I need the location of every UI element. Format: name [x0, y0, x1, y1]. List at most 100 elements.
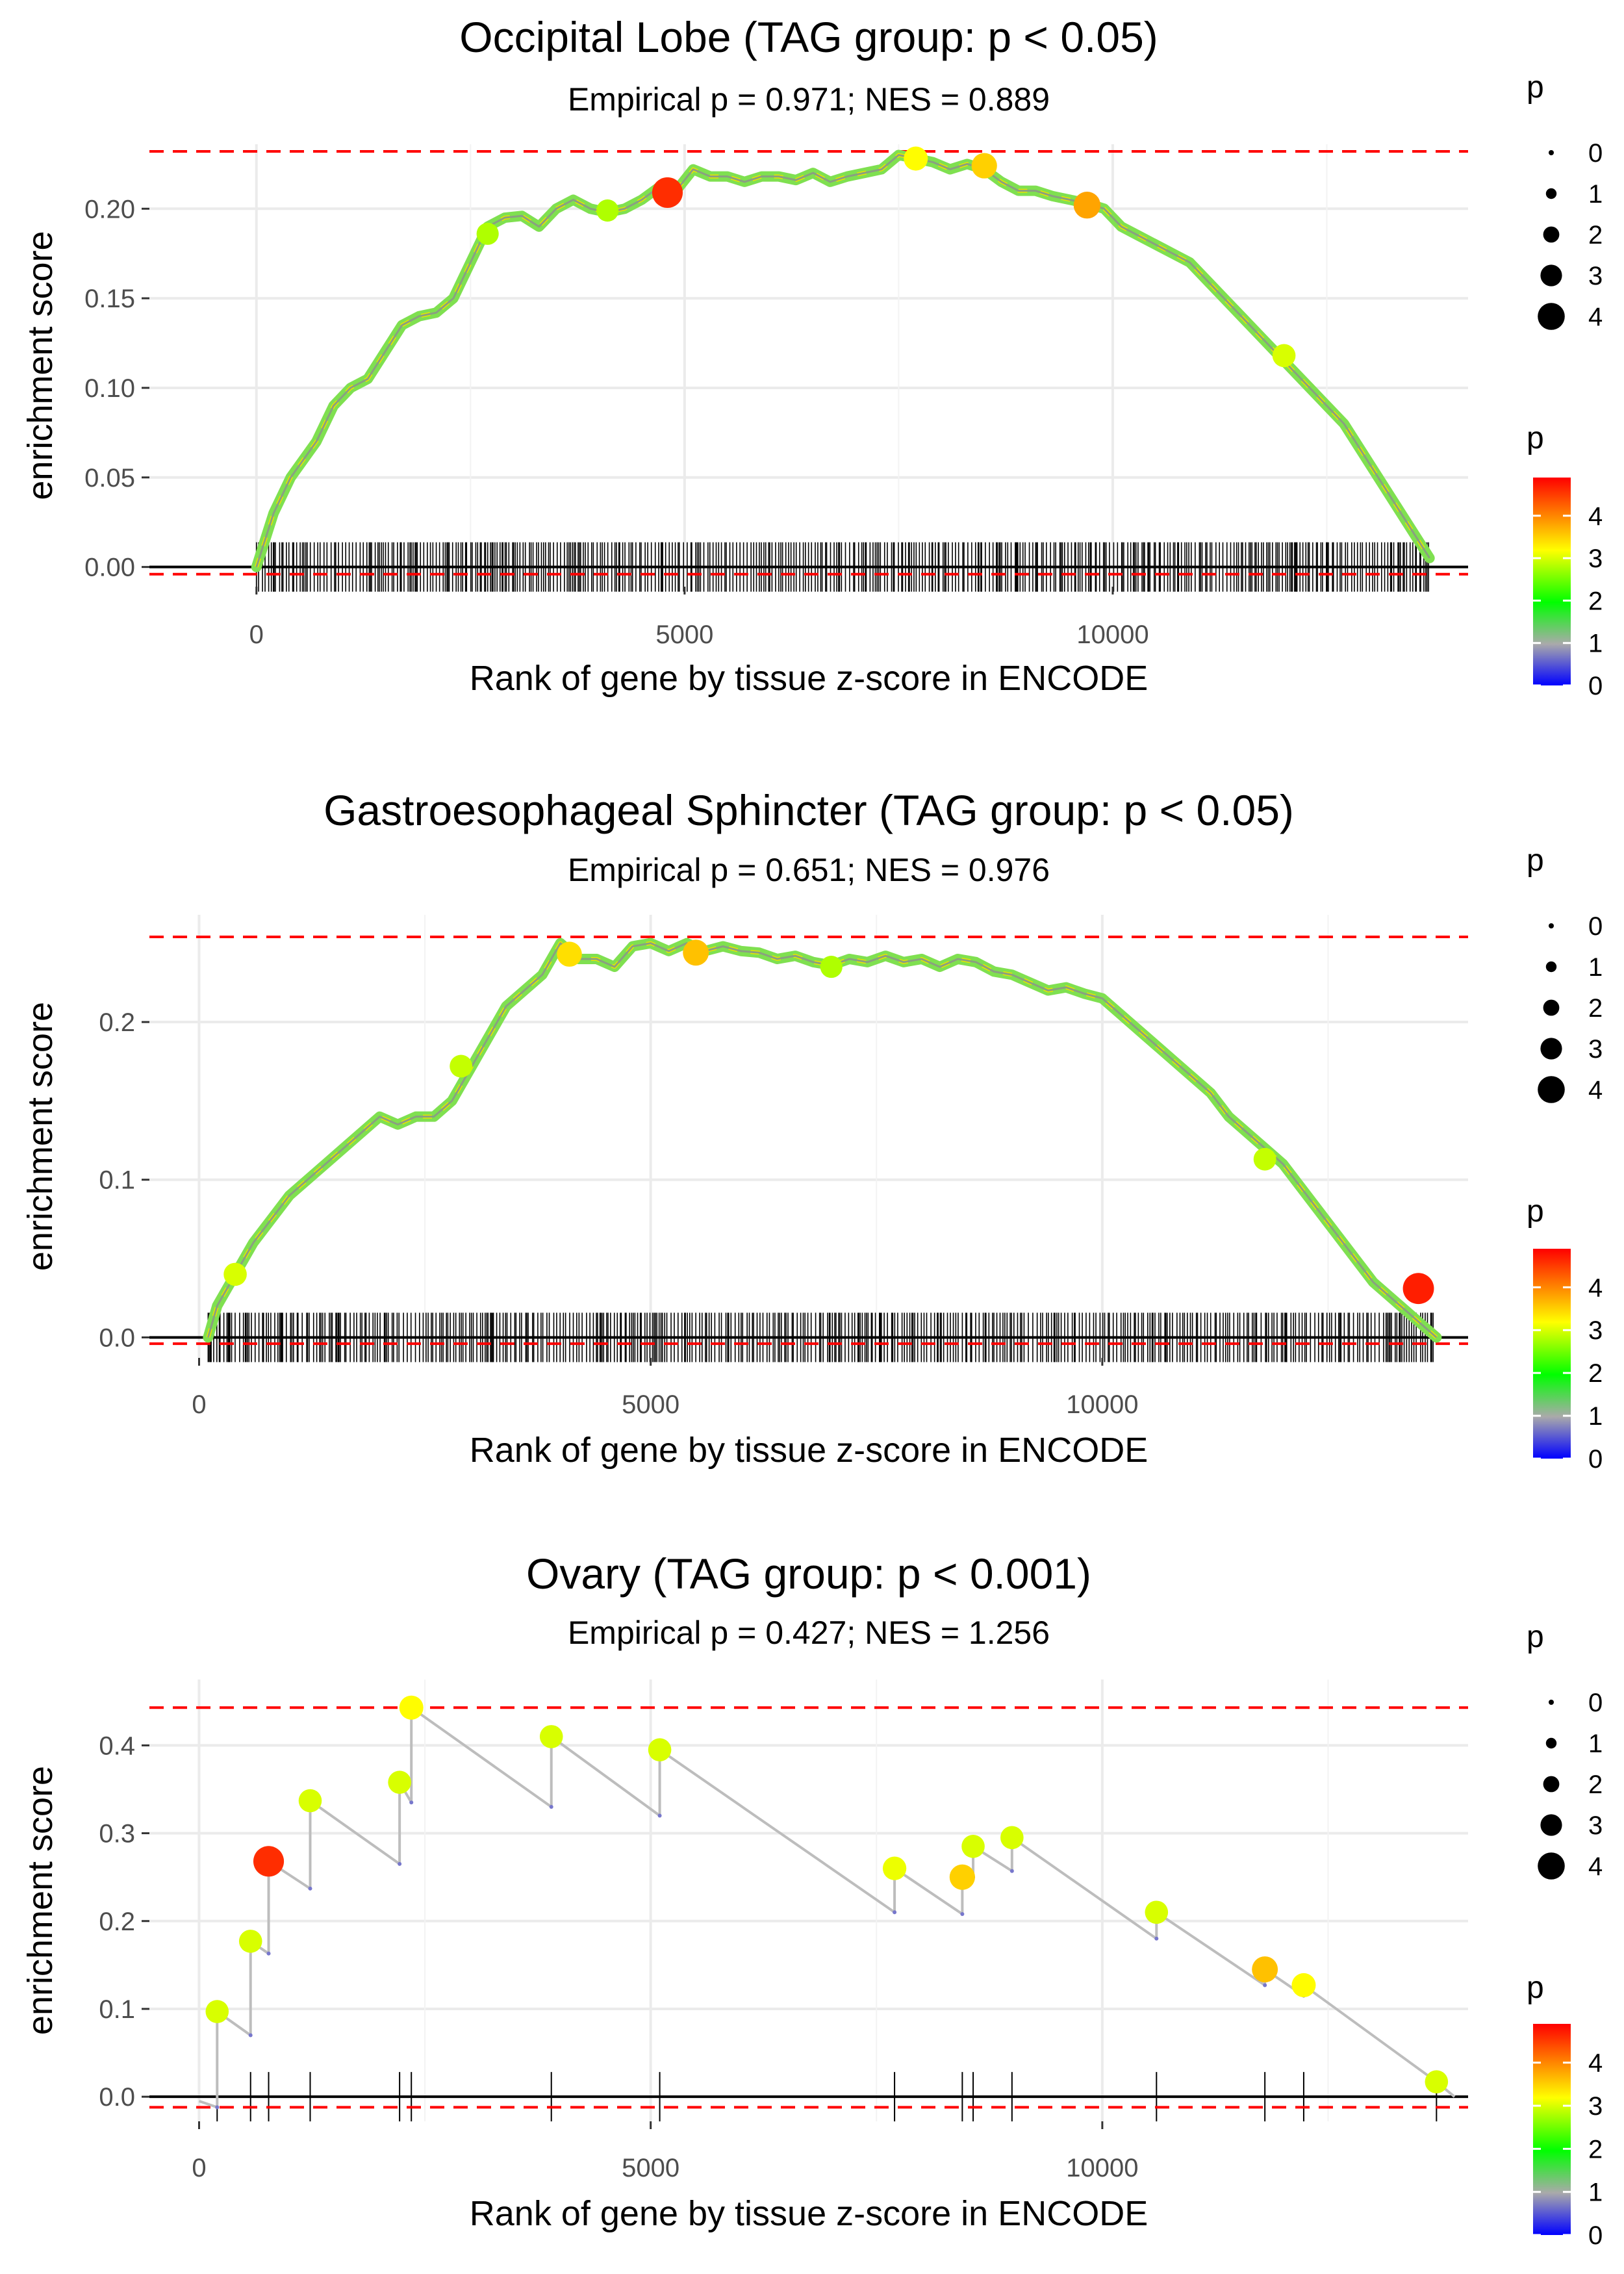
x-tick-label: 10000	[1066, 1390, 1138, 1419]
color-legend-label: 4	[1588, 1273, 1603, 1302]
p-point	[1272, 344, 1296, 368]
color-legend: p 4 3 2 1 0	[1527, 421, 1603, 700]
p-points	[476, 146, 1296, 368]
size-legend: p 0 1 2 3 4	[1527, 1620, 1603, 1881]
color-legend-label: 1	[1588, 2178, 1603, 2207]
p-point	[1000, 1826, 1024, 1850]
p-point	[961, 1835, 985, 1858]
color-legend-label: 1	[1588, 1402, 1603, 1431]
size-legend-dot	[1549, 923, 1554, 928]
size-legend-label: 1	[1588, 1730, 1603, 1758]
p-point	[223, 1262, 247, 1286]
y-tick-label: 0.1	[99, 1995, 135, 2024]
y-tick-label: 0.1	[99, 1166, 135, 1195]
size-legend-dot	[1543, 999, 1560, 1016]
color-legend-label: 2	[1588, 1359, 1603, 1388]
rug-marks	[207, 1312, 1434, 1362]
es-step-point	[398, 1861, 402, 1866]
color-legend-label: 3	[1588, 2092, 1603, 2121]
size-legend-dot	[1545, 188, 1557, 199]
color-legend-label: 2	[1588, 587, 1603, 615]
color-legend-label: 1	[1588, 630, 1603, 658]
color-legend: p 4 3 2 1 0	[1527, 1194, 1603, 1474]
y-tick-label: 0.20	[84, 195, 135, 224]
p-point	[1073, 192, 1101, 219]
p-point	[1252, 1956, 1278, 1983]
p-point	[557, 941, 582, 967]
size-legend-label: 2	[1588, 221, 1603, 249]
p-points	[205, 1695, 1449, 2093]
chart-panel-1: 0 5000 10000 0.00 0.05 0.10 0.15 0.20 Occipital …	[21, 13, 1603, 700]
x-tick-label: 5000	[655, 620, 713, 649]
size-legend-label: 1	[1588, 180, 1603, 209]
size-legend-dot	[1545, 961, 1557, 973]
rug-marks	[216, 2072, 1438, 2122]
es-step-point	[308, 1886, 312, 1891]
size-legend: p 0 1 2 3 4	[1527, 70, 1603, 331]
size-legend-dot	[1543, 1776, 1560, 1793]
size-legend-dot	[1538, 1076, 1565, 1103]
size-legend-label: 3	[1588, 262, 1603, 290]
color-legend-label: 0	[1588, 672, 1603, 700]
es-step-point	[1009, 1869, 1014, 1873]
size-legend-label: 4	[1588, 1076, 1603, 1105]
color-legend-label: 4	[1588, 2049, 1603, 2078]
size-legend-dot	[1540, 264, 1562, 287]
p-point	[882, 1856, 907, 1880]
size-legend-label: 2	[1588, 994, 1603, 1023]
p-point	[1145, 1900, 1169, 1924]
chart-panel-3: 0 5000 10000 0.0 0.1 0.2 0.3 0.4 Ovary (TAG grou…	[21, 1550, 1603, 2250]
x-tick-label: 5000	[622, 2154, 679, 2182]
chart-title: Ovary (TAG group: p < 0.001)	[526, 1550, 1091, 1598]
color-legend-label: 2	[1588, 2135, 1603, 2164]
p-point	[904, 146, 928, 171]
size-legend-label: 4	[1588, 303, 1603, 331]
size-legend-title: p	[1527, 843, 1544, 878]
es-curve-highlight	[254, 153, 1432, 568]
p-point	[476, 222, 499, 245]
color-legend-label: 3	[1588, 1316, 1603, 1345]
y-tick-label: 0.2	[99, 1008, 135, 1037]
es-curve	[255, 154, 1430, 568]
p-point	[253, 1846, 285, 1877]
gridlines	[149, 915, 1468, 1358]
p-point	[596, 199, 619, 222]
p-point	[298, 1789, 322, 1813]
y-axis-label: enrichment score	[21, 231, 60, 500]
x-tick-label: 0	[192, 2154, 206, 2182]
y-tick-label: 0.15	[84, 285, 135, 313]
size-legend-label: 0	[1588, 139, 1603, 168]
es-curve-halo	[203, 938, 1442, 1343]
es-step-point	[266, 1951, 271, 1956]
es-step-point	[657, 1813, 662, 1818]
es-step-point	[960, 1911, 965, 1916]
x-tick-label: 10000	[1076, 620, 1148, 649]
p-point	[388, 1770, 411, 1794]
size-legend-dot	[1543, 226, 1560, 243]
p-point	[971, 153, 997, 179]
y-tick-label: 0.00	[84, 554, 135, 582]
p-point	[648, 1738, 672, 1761]
color-legend-title: p	[1527, 421, 1544, 455]
color-bar	[1533, 478, 1571, 685]
size-legend-label: 2	[1588, 1770, 1603, 1799]
x-axis-label: Rank of gene by tissue z-score in ENCODE	[470, 659, 1148, 698]
x-tick-label: 5000	[622, 1390, 679, 1419]
color-bar	[1533, 2024, 1571, 2235]
size-legend-label: 1	[1588, 953, 1603, 982]
x-tick-label: 0	[192, 1390, 206, 1419]
y-tick-label: 0.10	[84, 374, 135, 403]
color-legend-title: p	[1527, 1194, 1544, 1229]
p-point	[949, 1864, 975, 1890]
chart-subtitle: Empirical p = 0.427; NES = 1.256	[568, 1615, 1050, 1651]
size-legend: p 0 1 2 3 4	[1527, 843, 1603, 1105]
size-legend-label: 0	[1588, 912, 1603, 941]
es-curve-halo	[251, 149, 1435, 572]
p-point	[820, 956, 843, 978]
chart-title: Occipital Lobe (TAG group: p < 0.05)	[459, 13, 1158, 61]
es-step-point	[248, 2033, 253, 2038]
p-point	[205, 2000, 229, 2023]
chart-panel-2: 0 5000 10000 0.0 0.1 0.2 Gastroesophageal Sphi…	[21, 786, 1603, 1474]
p-point	[1253, 1147, 1276, 1171]
